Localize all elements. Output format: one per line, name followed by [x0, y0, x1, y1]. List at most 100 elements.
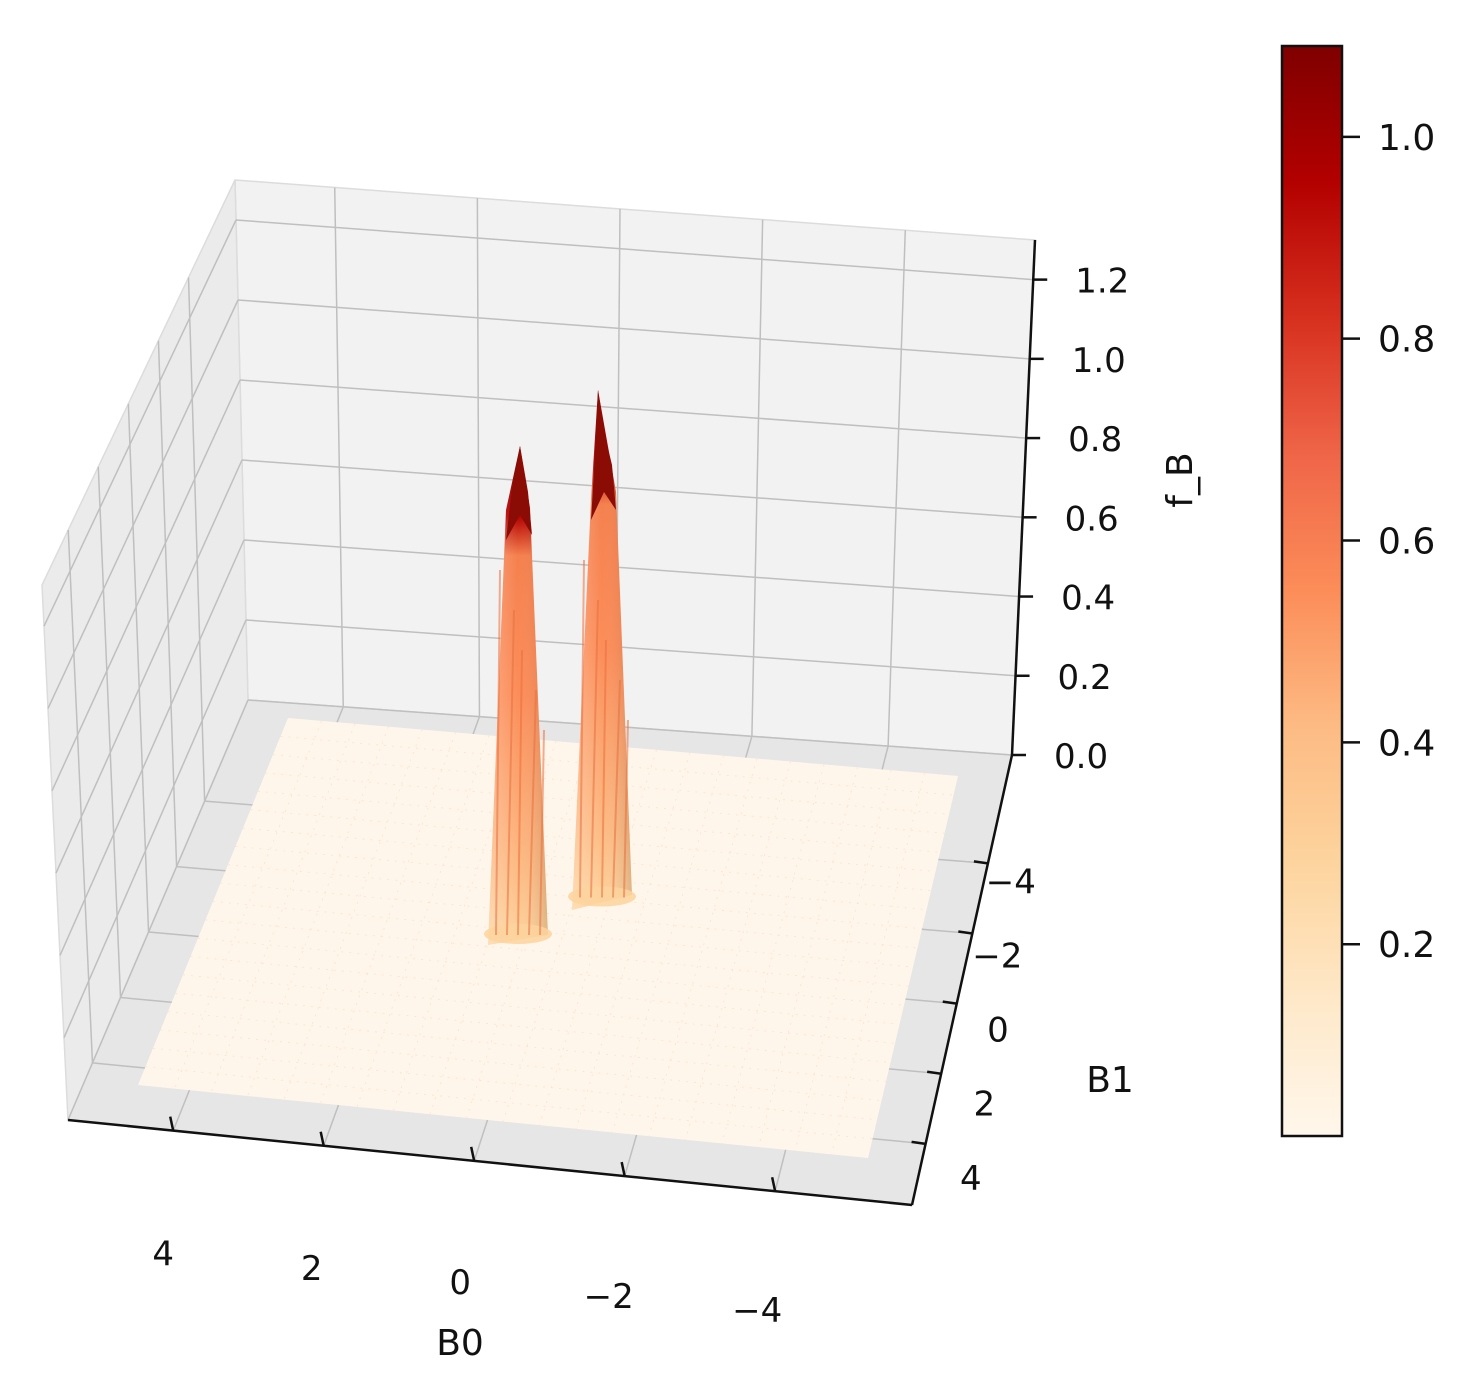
b1-tick-mark [973, 860, 989, 865]
b1-axis-line [910, 754, 1014, 1206]
peak-crest [591, 390, 616, 520]
fb-tick-label: 1.0 [1072, 341, 1126, 381]
surface-mesh-line [167, 1011, 887, 1083]
b1-ticks: −4 −2 0 2 4 [911, 860, 1036, 1199]
colorbar-tick-label: 0.2 [1378, 925, 1435, 966]
b1-axis-label: B1 [1086, 1060, 1134, 1101]
b1-tick-label: 4 [960, 1159, 982, 1199]
peak-1 [484, 446, 552, 945]
b1-tick-mark [958, 930, 973, 935]
gridline [43, 219, 237, 627]
peak-facet-edge [517, 649, 523, 936]
fb-axis-label: f_B [1160, 452, 1201, 507]
b0-tick-mark [620, 1161, 626, 1177]
gridline [239, 379, 1027, 439]
b1-tick-label: 2 [974, 1085, 996, 1125]
gridline [127, 403, 150, 933]
b0-tick-label: 0 [449, 1263, 471, 1303]
gridline [55, 459, 243, 874]
gridline [887, 230, 907, 747]
colorbar-ticks: 0.2 0.4 0.6 0.8 1.0 [1342, 118, 1435, 966]
surface-mesh-line [145, 1066, 873, 1140]
colorbar-tick-label: 1.0 [1378, 118, 1435, 159]
gridline [59, 539, 245, 956]
b0-axis-label: B0 [436, 1323, 484, 1364]
gridline [751, 219, 764, 737]
surface-mesh [145, 720, 954, 1155]
surface-mesh-line [152, 1047, 878, 1121]
gridline [157, 340, 178, 867]
b1-tick-mark [911, 1140, 926, 1146]
b0-tick-label: −2 [584, 1277, 634, 1317]
surface-mesh-line [205, 919, 909, 987]
peak-facet-edge [528, 689, 537, 936]
fb-tick-label: 0.2 [1058, 658, 1112, 698]
gridline [187, 277, 206, 802]
peak-facet-edge [579, 559, 585, 898]
b0-tick-label: 4 [152, 1235, 174, 1275]
surface-mesh-line [758, 767, 858, 1148]
gridline [51, 379, 241, 792]
b0-tick-mark [168, 1116, 175, 1131]
colorbar-tick-label: 0.6 [1378, 522, 1435, 563]
b0-ticks: 4 2 0 −2 −4 [152, 1116, 782, 1331]
b0-tick-mark [469, 1146, 476, 1162]
peak-facet-edge [601, 639, 607, 898]
surface-mesh-line [831, 772, 925, 1155]
gridline [47, 299, 239, 709]
fb-axis-line [1010, 239, 1037, 756]
gridline [67, 529, 94, 1063]
b0-axis-line [67, 1118, 913, 1207]
surface-mesh-line [612, 755, 724, 1133]
gridline [67, 699, 249, 1121]
colorbar-tick-label: 0.4 [1378, 723, 1435, 764]
gridline [476, 198, 481, 717]
surface-mesh-line [212, 901, 914, 968]
surface-mesh-line [272, 754, 950, 815]
peak-facet-edge [590, 599, 599, 898]
gridline [333, 187, 344, 707]
peak-facet-edge [506, 609, 515, 936]
surface-mesh-line [356, 735, 490, 1108]
peak-facet-edge [539, 729, 545, 936]
axis-lines [67, 239, 1037, 1207]
surface-mesh-line [794, 770, 892, 1151]
gridline [97, 466, 122, 998]
surface-mesh-line [539, 749, 657, 1126]
surface-mesh-line [648, 758, 758, 1137]
peak-facet-edge [495, 569, 501, 936]
gridline [63, 619, 247, 1038]
b1-tick-label: −2 [972, 937, 1022, 977]
surface-mesh-line [160, 1029, 882, 1102]
peaks [484, 390, 636, 945]
gridline [241, 459, 1023, 519]
gridline [237, 299, 1030, 360]
surface-mesh-line [247, 726, 389, 1097]
peak-facet-edge [612, 679, 621, 898]
surface-mesh-line [685, 761, 791, 1140]
gridline [247, 699, 1013, 756]
gridline [245, 619, 1016, 677]
b1-tick-label: −4 [986, 862, 1036, 902]
b1-tick-mark [926, 1070, 942, 1075]
peak-facet-edge [623, 719, 629, 898]
fb-tick-label: 0.0 [1054, 737, 1108, 777]
b1-tick-mark [942, 1000, 957, 1005]
gridline [235, 219, 1034, 281]
surface-mesh-line [190, 956, 900, 1025]
peak-2 [568, 390, 636, 910]
fb-ticks: 0.0 0.2 0.4 0.6 0.8 1.0 1.2 [1012, 262, 1129, 777]
surface-mesh-line [283, 729, 423, 1100]
fb-tick-label: 1.2 [1075, 262, 1129, 302]
fb-tick-label: 0.8 [1068, 420, 1122, 460]
surface-mesh-line [575, 752, 691, 1129]
fb-tick-label: 0.4 [1061, 579, 1115, 619]
peak-crest [506, 446, 532, 540]
colorbar-tick-label: 0.8 [1378, 320, 1435, 361]
surface-mesh-line [320, 732, 456, 1104]
surface-mesh-line [265, 772, 945, 834]
b0-tick-mark [770, 1176, 777, 1192]
surface-mesh-line [466, 743, 590, 1119]
fb-tick-label: 0.6 [1065, 499, 1119, 539]
